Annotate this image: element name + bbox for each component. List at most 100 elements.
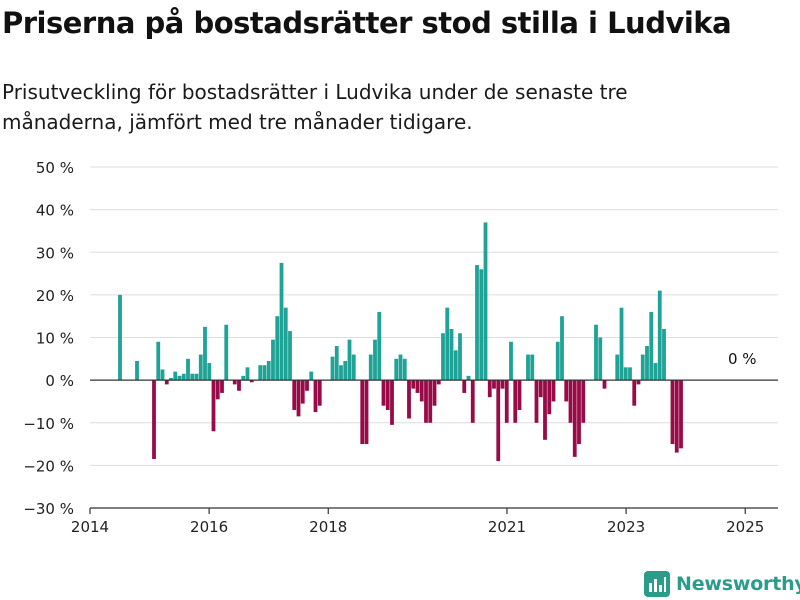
bar xyxy=(670,380,675,445)
bar xyxy=(653,363,658,381)
bar xyxy=(211,380,216,432)
bar xyxy=(424,380,428,423)
bar xyxy=(237,380,241,391)
bar xyxy=(317,380,322,406)
bar xyxy=(581,380,586,423)
bars xyxy=(118,222,683,462)
bar xyxy=(186,358,190,381)
bar xyxy=(615,354,620,381)
bar xyxy=(351,354,356,381)
y-tick-label: −10 % xyxy=(23,415,74,433)
bar xyxy=(169,377,173,381)
y-tick-label: 10 % xyxy=(36,330,74,348)
bar xyxy=(538,380,543,398)
bar xyxy=(594,324,598,381)
bar xyxy=(258,365,263,381)
bar xyxy=(164,380,169,385)
bar xyxy=(249,380,254,383)
bar xyxy=(377,311,382,381)
y-tick-label: −20 % xyxy=(23,457,74,475)
bar xyxy=(411,380,416,389)
bar xyxy=(271,339,275,381)
bar xyxy=(674,380,679,453)
bar xyxy=(619,307,624,381)
y-tick-label: 20 % xyxy=(36,287,74,305)
bar xyxy=(360,380,365,445)
bar xyxy=(207,363,212,381)
bar xyxy=(190,373,195,381)
bar xyxy=(649,311,654,381)
newsworthy-brand[interactable]: Newsworthy xyxy=(644,568,800,600)
bar xyxy=(292,380,297,410)
y-tick-label: 0 % xyxy=(45,372,74,390)
bar xyxy=(551,380,556,402)
bar xyxy=(241,375,246,381)
bar xyxy=(283,307,288,381)
bar xyxy=(390,380,394,425)
bar xyxy=(560,316,564,381)
bar xyxy=(279,262,284,381)
bar xyxy=(483,222,488,381)
bar xyxy=(628,367,632,381)
bar xyxy=(640,354,645,381)
bar xyxy=(632,380,637,406)
bar xyxy=(334,346,339,381)
bar xyxy=(373,339,377,381)
bar xyxy=(339,365,343,381)
bar xyxy=(309,371,314,381)
bar xyxy=(194,373,199,381)
bar xyxy=(224,324,229,381)
x-tick-label: 2018 xyxy=(309,518,347,536)
bar xyxy=(305,380,309,391)
bar xyxy=(266,360,271,381)
bar xyxy=(402,358,407,381)
y-tick-label: 40 % xyxy=(36,202,74,220)
bar xyxy=(441,333,445,381)
x-tick-label: 2025 xyxy=(726,518,764,536)
bar xyxy=(177,375,182,381)
bar xyxy=(458,333,462,381)
bar xyxy=(602,380,607,389)
bar xyxy=(347,339,352,381)
bar xyxy=(645,346,649,381)
bar xyxy=(534,380,539,423)
bar xyxy=(530,354,535,381)
gridlines xyxy=(90,166,778,509)
bar xyxy=(407,380,411,419)
bar xyxy=(453,350,458,381)
bar xyxy=(449,328,454,381)
x-tick-label: 2021 xyxy=(488,518,526,536)
y-tick-label: −30 % xyxy=(23,500,74,518)
bar xyxy=(500,380,505,389)
bar xyxy=(504,380,509,423)
bar xyxy=(152,380,156,459)
bar xyxy=(547,380,552,415)
bar xyxy=(394,358,399,381)
bar xyxy=(577,380,581,445)
bar xyxy=(479,269,484,381)
bar xyxy=(598,337,603,381)
bar xyxy=(198,354,203,381)
chart-subtitle: Prisutveckling för bostadsrätter i Ludvi… xyxy=(2,80,628,134)
bar xyxy=(568,380,573,423)
bar xyxy=(160,369,165,381)
bar xyxy=(470,380,475,423)
y-tick-label: 30 % xyxy=(36,244,74,262)
bar xyxy=(555,341,560,381)
bar xyxy=(679,380,683,449)
y-tick-label: 50 % xyxy=(36,159,74,177)
bar xyxy=(445,307,450,381)
bar xyxy=(432,380,437,406)
x-tick-label: 2014 xyxy=(71,518,109,536)
bar xyxy=(636,380,641,385)
bar xyxy=(436,380,441,385)
bar xyxy=(364,380,369,445)
bar xyxy=(385,380,390,410)
bar xyxy=(496,380,501,462)
bar xyxy=(300,380,305,404)
bar xyxy=(415,380,420,393)
bar-chart: −30 % −20 % −10 % 0 % 10 % 20 % 30 % 40 % 50 % 20… xyxy=(23,159,778,536)
bar xyxy=(181,373,186,381)
bar xyxy=(368,354,373,381)
bar xyxy=(526,354,530,381)
